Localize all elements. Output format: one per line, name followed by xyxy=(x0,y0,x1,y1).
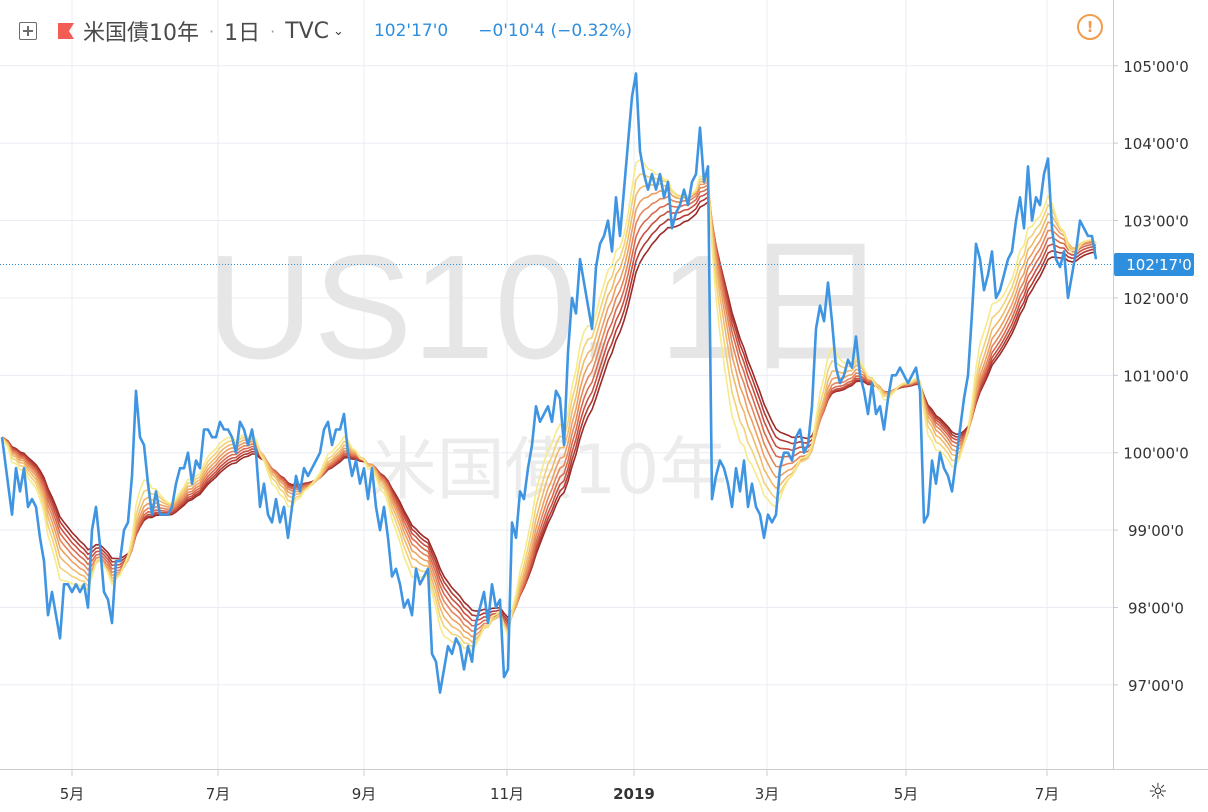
y-tick-label: 104'00'0 xyxy=(1123,135,1189,153)
x-tick-label: 5月 xyxy=(60,785,85,803)
separator-dot: · xyxy=(270,21,276,41)
exchange-label[interactable]: TVC xyxy=(285,18,330,44)
x-tick-label: 7月 xyxy=(206,785,231,803)
y-tick-label: 103'00'0 xyxy=(1123,213,1189,231)
price-line xyxy=(0,72,1098,694)
ema-line xyxy=(1,173,1097,648)
price-axis[interactable]: 97'00'0 98'00'0 99'00'0 100'00'0 101'00'0 102… xyxy=(1113,58,1189,695)
y-tick-label: 102'00'0 xyxy=(1123,290,1189,308)
ema-ribbon xyxy=(1,159,1097,653)
last-price-badge: 102'17'0 xyxy=(1114,253,1194,276)
x-tick-label: 7月 xyxy=(1035,785,1060,803)
watermark-main: US10, 1日 xyxy=(207,225,890,390)
x-tick-label: 5月 xyxy=(894,785,919,803)
interval-label[interactable]: 1日 xyxy=(224,21,261,46)
x-tick-label: 3月 xyxy=(755,785,780,803)
last-price-badge-text: 102'17'0 xyxy=(1126,256,1192,274)
symbol-name[interactable]: 米国債10年 xyxy=(83,21,199,46)
gear-icon[interactable]: ☼ xyxy=(1148,780,1168,805)
last-price: 102'17'0 xyxy=(373,21,449,41)
y-tick-label: 99'00'0 xyxy=(1128,522,1184,540)
y-tick-label: 105'00'0 xyxy=(1123,58,1189,76)
price-series xyxy=(0,72,1098,694)
grid-lines xyxy=(0,0,1113,770)
y-tick-label: 100'00'0 xyxy=(1123,445,1189,463)
y-tick-label: 101'00'0 xyxy=(1123,367,1189,385)
x-tick-label: 2019 xyxy=(613,785,655,803)
separator-dot: · xyxy=(209,21,215,41)
time-axis[interactable]: 5月 7月 9月 11月 2019 3月 5月 7月 xyxy=(60,770,1060,803)
plus-square-icon[interactable] xyxy=(19,22,37,40)
chevron-down-icon[interactable]: ⌄ xyxy=(333,23,344,39)
price-change: −0'10'4 (−0.32%) xyxy=(478,21,632,41)
ema-line xyxy=(1,159,1097,653)
alert-icon[interactable]: ! xyxy=(1077,14,1103,40)
y-tick-label: 98'00'0 xyxy=(1128,599,1184,617)
y-tick-label: 97'00'0 xyxy=(1128,677,1184,695)
flag-icon xyxy=(58,23,74,39)
x-tick-label: 11月 xyxy=(490,785,524,803)
x-tick-label: 9月 xyxy=(352,785,377,803)
